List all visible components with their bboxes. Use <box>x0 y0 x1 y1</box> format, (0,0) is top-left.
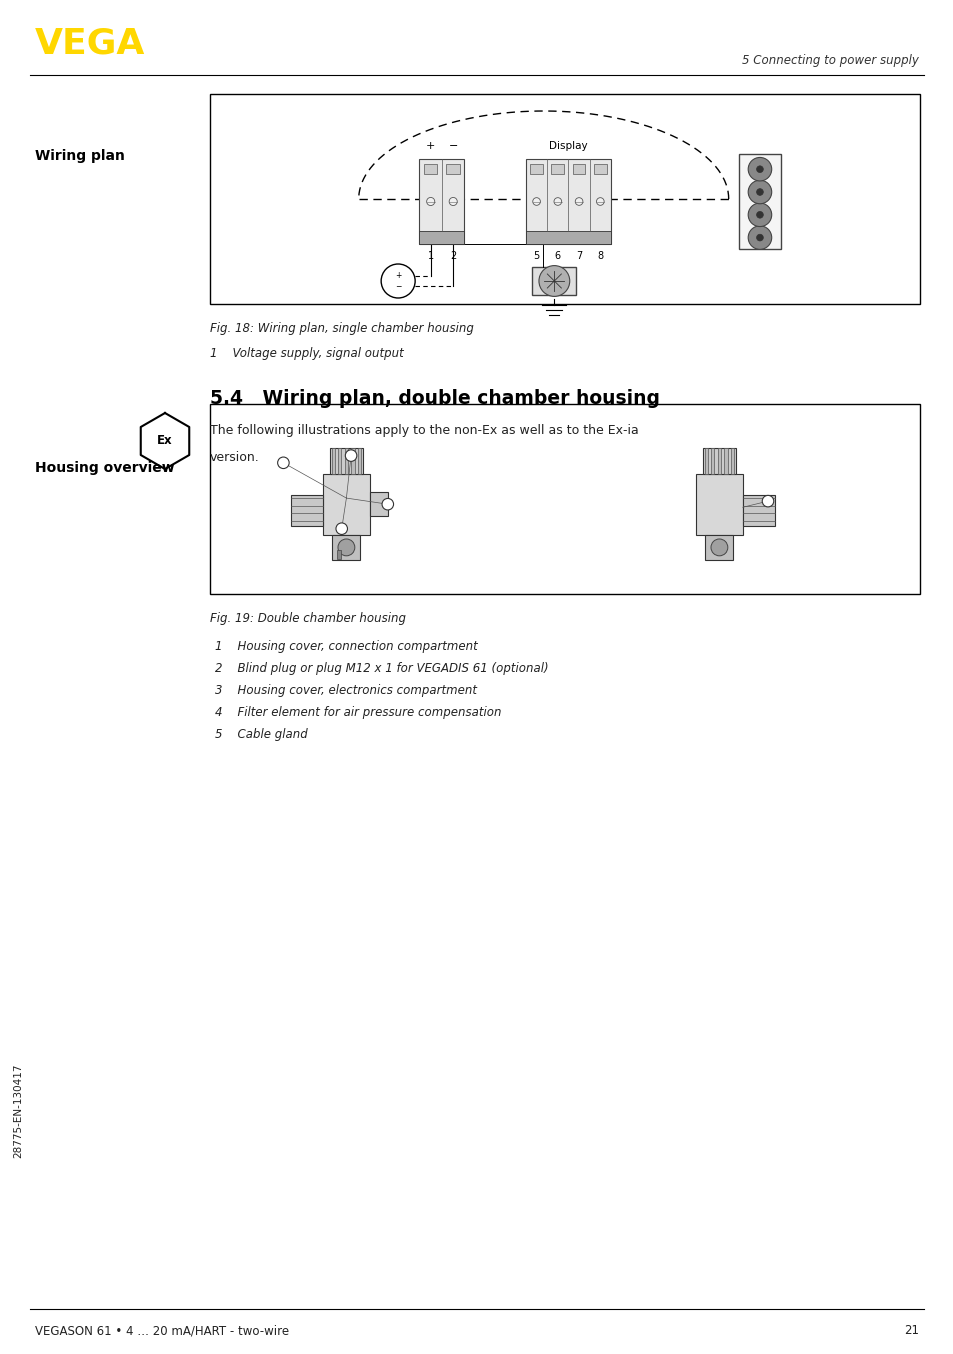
Bar <box>572 164 585 175</box>
Circle shape <box>761 496 773 506</box>
Circle shape <box>381 498 394 510</box>
Circle shape <box>747 180 771 203</box>
Bar <box>291 496 323 525</box>
Bar <box>357 448 361 474</box>
Circle shape <box>532 198 539 206</box>
Text: VEGASON 61 • 4 … 20 mA/HART - two-wire: VEGASON 61 • 4 … 20 mA/HART - two-wire <box>35 1324 289 1336</box>
Text: +
−: + − <box>395 271 401 291</box>
Text: 3    Housing cover, electronics compartment: 3 Housing cover, electronics compartment <box>214 684 477 697</box>
Bar <box>351 448 355 474</box>
Bar <box>419 232 464 244</box>
Text: 5: 5 <box>533 250 539 261</box>
Circle shape <box>575 198 582 206</box>
Bar <box>696 474 742 535</box>
Text: version.: version. <box>210 451 259 464</box>
Bar <box>742 496 775 525</box>
Circle shape <box>449 198 456 206</box>
Text: 1: 1 <box>427 250 434 261</box>
Circle shape <box>538 265 569 297</box>
Circle shape <box>277 458 289 468</box>
Bar <box>739 154 781 249</box>
Bar <box>723 448 727 474</box>
Text: Fig. 19: Double chamber housing: Fig. 19: Double chamber housing <box>210 612 406 626</box>
Bar <box>323 474 370 535</box>
Text: +: + <box>426 141 435 152</box>
Bar <box>551 164 563 175</box>
Bar <box>336 550 341 559</box>
Circle shape <box>596 198 603 206</box>
Bar <box>704 448 707 474</box>
Circle shape <box>747 203 771 226</box>
Bar <box>525 232 610 244</box>
Text: 1    Voltage supply, signal output: 1 Voltage supply, signal output <box>210 347 403 360</box>
Circle shape <box>756 165 762 172</box>
Text: 6: 6 <box>555 250 560 261</box>
Text: Display: Display <box>549 141 587 152</box>
Circle shape <box>337 539 355 556</box>
Bar <box>532 267 576 295</box>
Text: −: − <box>448 141 457 152</box>
Bar <box>702 448 735 474</box>
Text: Fig. 18: Wiring plan, single chamber housing: Fig. 18: Wiring plan, single chamber hou… <box>210 322 474 334</box>
Text: 4    Filter element for air pressure compensation: 4 Filter element for air pressure compen… <box>214 705 501 719</box>
Bar <box>711 448 714 474</box>
Circle shape <box>381 264 415 298</box>
Text: 21: 21 <box>903 1324 918 1336</box>
Bar <box>594 164 606 175</box>
Text: 5 Connecting to power supply: 5 Connecting to power supply <box>741 54 918 66</box>
Text: 5.4   Wiring plan, double chamber housing: 5.4 Wiring plan, double chamber housing <box>210 389 659 408</box>
Bar <box>330 448 362 474</box>
Bar <box>419 158 464 244</box>
Circle shape <box>345 450 356 462</box>
Text: 1    Housing cover, connection compartment: 1 Housing cover, connection compartment <box>214 640 477 653</box>
Bar <box>525 158 610 244</box>
Bar <box>423 164 437 175</box>
Text: VEGA: VEGA <box>35 26 145 60</box>
Bar <box>370 492 387 516</box>
Text: 7: 7 <box>576 250 581 261</box>
Text: Wiring plan: Wiring plan <box>35 149 125 162</box>
Circle shape <box>710 539 727 556</box>
Bar <box>717 448 720 474</box>
Text: 28775-EN-130417: 28775-EN-130417 <box>13 1063 23 1158</box>
Text: The following illustrations apply to the non-Ex as well as to the Ex-ia: The following illustrations apply to the… <box>210 424 639 437</box>
Circle shape <box>335 523 347 535</box>
Text: 2: 2 <box>450 250 456 261</box>
Polygon shape <box>141 413 189 468</box>
Bar <box>332 535 360 561</box>
Circle shape <box>554 198 561 206</box>
Circle shape <box>756 211 762 218</box>
Bar <box>704 535 733 561</box>
Text: 2    Blind plug or plug M12 x 1 for VEGADIS 61 (optional): 2 Blind plug or plug M12 x 1 for VEGADIS… <box>214 662 548 676</box>
Bar <box>730 448 734 474</box>
Circle shape <box>756 234 762 241</box>
Circle shape <box>747 157 771 181</box>
Text: 5    Cable gland: 5 Cable gland <box>214 728 308 741</box>
Text: Housing overview: Housing overview <box>35 460 174 475</box>
Text: Ex: Ex <box>157 435 172 448</box>
Bar <box>530 164 542 175</box>
Circle shape <box>747 226 771 249</box>
Bar <box>344 448 348 474</box>
Circle shape <box>756 188 762 195</box>
Text: 8: 8 <box>597 250 602 261</box>
Circle shape <box>426 198 435 206</box>
Bar <box>210 93 919 305</box>
Bar <box>446 164 459 175</box>
Bar <box>338 448 341 474</box>
Bar <box>210 403 919 594</box>
Bar <box>332 448 335 474</box>
